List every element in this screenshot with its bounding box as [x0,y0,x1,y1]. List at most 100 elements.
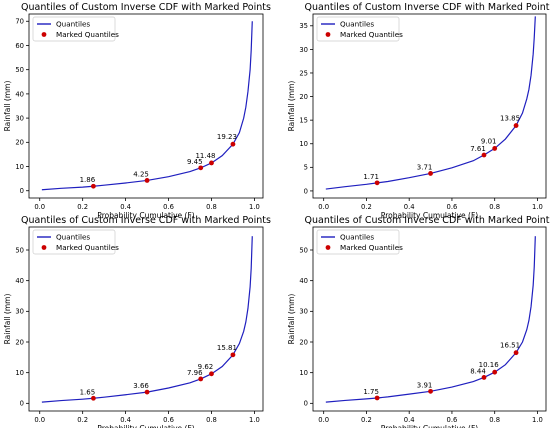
x-tick-label: 0.8 [206,416,217,424]
legend-entry-marked-quantiles: Marked Quantiles [56,30,119,39]
y-tick-label: 20 [299,93,308,101]
marked-quantile-point [198,165,204,171]
marked-quantile-point [374,180,380,186]
plot-frame [312,226,547,412]
quantile-annotation: 1.65 [80,388,96,396]
y-tick-label: 20 [299,338,308,346]
legend-marker-swatch [325,32,331,37]
y-tick-label: 15 [299,117,308,125]
x-tick-label: 0.4 [120,416,131,424]
marked-quantile-point [91,183,96,189]
x-tick-label: 0.2 [361,416,372,424]
y-axis-label: Rainfall (mm) [287,294,296,345]
x-tick-label: 0.2 [361,203,372,211]
x-tick-label: 1.0 [532,203,543,211]
y-tick-label: 0 [304,187,308,195]
quantiles-line [325,236,536,403]
quantiles-line [41,236,253,403]
quantile-annotation: 1.86 [80,176,96,184]
x-tick-label: 0.6 [447,416,458,424]
marked-quantile-point [209,160,214,166]
quantile-annotation: 9.45 [187,158,203,166]
quantile-annotation: 11.48 [195,152,215,160]
legend-entry-marked-quantiles: Marked Quantiles [56,243,119,252]
quantile-annotation: 3.71 [417,163,433,171]
y-tick-label: 0 [20,187,24,195]
quantile-annotation: 1.75 [363,388,379,396]
legend-box [32,229,116,255]
y-tick-label: 5 [304,164,308,172]
x-tick-label: 0.4 [404,203,415,211]
quantile-annotation: 10.16 [479,361,500,369]
quantile-annotation: 7.96 [187,369,203,377]
y-tick-label: 30 [15,308,24,316]
chart-title: Quantiles of Custom Inverse CDF with Mar… [21,2,271,13]
legend-marker-swatch [41,245,47,250]
quantile-annotation: 3.91 [417,381,433,389]
x-tick-label: 0.8 [489,203,500,211]
quantile-annotation: 3.66 [133,382,149,390]
y-tick-label: 20 [15,338,24,346]
y-tick-label: 20 [15,139,24,147]
y-tick-label: 10 [15,163,24,171]
x-axis-label: Probability Cumulative (F) [97,211,194,220]
legend-entry-quantiles: Quantiles [56,233,90,242]
marked-quantile-point [492,369,498,375]
y-tick-label: 40 [15,277,24,285]
x-tick-label: 0.4 [404,416,415,424]
y-tick-label: 0 [20,400,24,408]
quantile-annotation: 8.44 [470,367,486,375]
legend-entry-marked-quantiles: Marked Quantiles [340,243,403,252]
y-axis-label: Rainfall (mm) [3,81,12,132]
x-tick-label: 0.8 [489,416,500,424]
y-tick-label: 70 [15,18,24,26]
marked-quantile-point [428,388,433,394]
x-tick-label: 0.8 [206,203,217,211]
x-tick-label: 0.4 [120,203,131,211]
legend-marker-swatch [325,245,331,250]
quantile-annotation: 4.25 [133,170,149,178]
x-axis-label: Probability Cumulative (F) [381,424,478,428]
y-axis-label: Rainfall (mm) [3,294,12,345]
quantile-annotation: 9.62 [198,363,214,371]
quantile-annotation: 9.01 [481,137,497,145]
quantile-annotation: 7.61 [470,145,486,153]
y-axis-label: Rainfall (mm) [287,81,296,132]
y-tick-label: 0 [304,400,308,408]
marked-quantile-point [492,146,498,151]
legend-box [316,229,400,255]
x-tick-label: 0.0 [318,203,329,211]
x-tick-label: 0.0 [34,416,45,424]
marked-quantile-point [91,395,96,401]
x-tick-label: 0.6 [163,416,174,424]
marked-quantile-point [144,178,150,183]
y-tick-label: 10 [299,140,308,148]
y-tick-label: 30 [299,308,308,316]
legend-entry-quantiles: Quantiles [340,233,374,242]
y-tick-label: 40 [15,90,24,98]
y-tick-label: 30 [15,115,24,123]
x-tick-label: 0.2 [77,416,88,424]
marked-quantile-point [513,123,519,128]
x-tick-label: 1.0 [249,203,260,211]
quantile-annotation: 16.51 [500,342,520,350]
quantile-annotation: 19.23 [217,133,237,141]
quantiles-line [41,21,253,191]
legend-marker-swatch [41,32,47,37]
quantile-annotation: 15.81 [217,344,237,352]
marked-quantile-point [209,371,214,377]
y-tick-label: 30 [299,46,308,54]
x-tick-label: 0.0 [34,203,45,211]
x-tick-label: 0.6 [163,203,174,211]
y-tick-label: 40 [299,277,308,285]
y-tick-label: 35 [299,22,308,30]
legend-entry-quantiles: Quantiles [56,20,90,29]
x-tick-label: 0.6 [447,203,458,211]
marked-quantile-point [513,350,519,356]
legend-entry-quantiles: Quantiles [340,20,374,29]
y-tick-label: 10 [299,369,308,377]
plot-frame [28,13,264,199]
marked-quantile-point [198,376,204,382]
x-axis-label: Probability Cumulative (F) [381,211,478,220]
